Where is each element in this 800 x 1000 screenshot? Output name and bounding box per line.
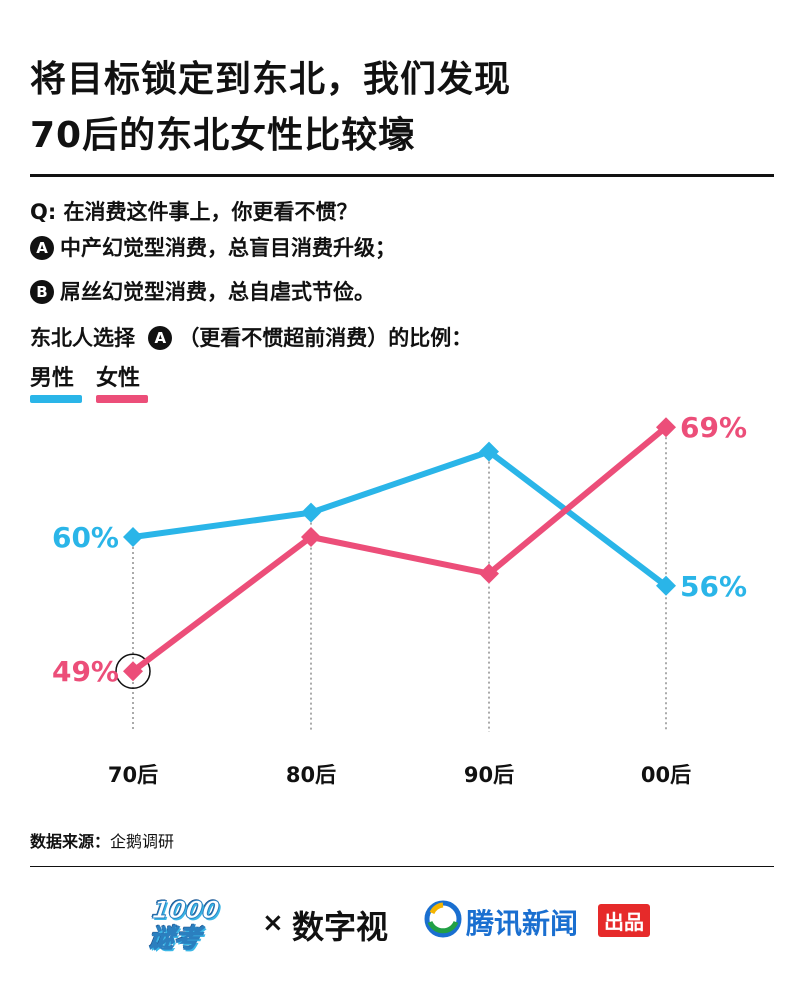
highlight-circle (115, 653, 151, 689)
footer-divider (30, 866, 774, 867)
x-tick-label: 00后 (641, 763, 691, 787)
logo-1000-text: 1000 (150, 896, 222, 925)
chart-heading-badge: A (148, 326, 173, 350)
chart-heading-prefix: 东北人选择 (30, 326, 135, 350)
chart-heading-suffix: （更看不惯超前消费）的比例： (178, 326, 473, 350)
title-divider (30, 174, 774, 177)
footer-logos: 1000 谜考 × 数字视 腾讯新闻 出品 (0, 886, 800, 976)
title-line-2: 70后的东北女性比较壕 (30, 115, 416, 156)
line-chart: 70后 80后 90后 00后 60% 56% 49% 69% (52, 411, 747, 787)
chart-heading: 东北人选择 A （更看不惯超前消费）的比例： (30, 324, 472, 352)
tencent-news-name: 腾讯新闻 (466, 907, 579, 940)
data-point (123, 661, 143, 682)
source-label: 数据来源： (30, 832, 111, 851)
data-label: 49% (52, 655, 119, 688)
logo-tencent-news: 腾讯新闻 出品 (424, 900, 650, 944)
option-a-text: 中产幻觉型消费，总盲目消费升级； (60, 236, 396, 260)
data-label: 69% (680, 411, 747, 444)
logo-mikao-text: 谜考 (146, 924, 203, 955)
data-point (301, 502, 321, 523)
data-label: 56% (680, 570, 747, 603)
x-tick-label: 70后 (108, 763, 158, 787)
series-line-1 (131, 424, 668, 674)
legend-swatch-female (96, 395, 148, 403)
legend-label-male: 男性 (30, 366, 75, 391)
series-line-0 (132, 448, 668, 589)
option-b-text: 屌丝幻觉型消费，总自虐式节俭。 (60, 280, 375, 304)
data-point (479, 563, 499, 584)
data-point (123, 527, 143, 547)
production-tag: 出品 (598, 904, 650, 937)
x-tick-label: 80后 (286, 763, 336, 787)
legend-label-female: 女性 (96, 366, 141, 391)
data-point (301, 527, 321, 547)
data-label: 60% (52, 521, 119, 554)
data-point (656, 575, 676, 596)
x-tick-label: 90后 (464, 763, 514, 787)
legend-swatch-male (30, 395, 82, 403)
title-line-1: 将目标锁定到东北，我们发现 (30, 59, 512, 100)
data-point (479, 441, 499, 462)
option-a: A 中产幻觉型消费，总盲目消费升级； (30, 234, 396, 262)
option-b: B 屌丝幻觉型消费，总自虐式节俭。 (30, 278, 375, 306)
data-source: 数据来源：企鹅调研 (30, 828, 174, 852)
logo-1000-mikao: 1000 谜考 (146, 896, 260, 958)
logo-shuzishi: 数字视 (292, 908, 389, 946)
data-point (656, 417, 676, 438)
times-sign: × (262, 908, 284, 938)
option-a-badge: A (30, 236, 54, 260)
question-text: Q: 在消费这件事上，你更看不惯？ (30, 200, 358, 224)
option-b-badge: B (30, 280, 54, 304)
source-value: 企鹅调研 (110, 832, 175, 851)
tencent-news-icon (424, 900, 462, 938)
page-title: 将目标锁定到东北，我们发现 70后的东北女性比较壕 (30, 52, 770, 164)
